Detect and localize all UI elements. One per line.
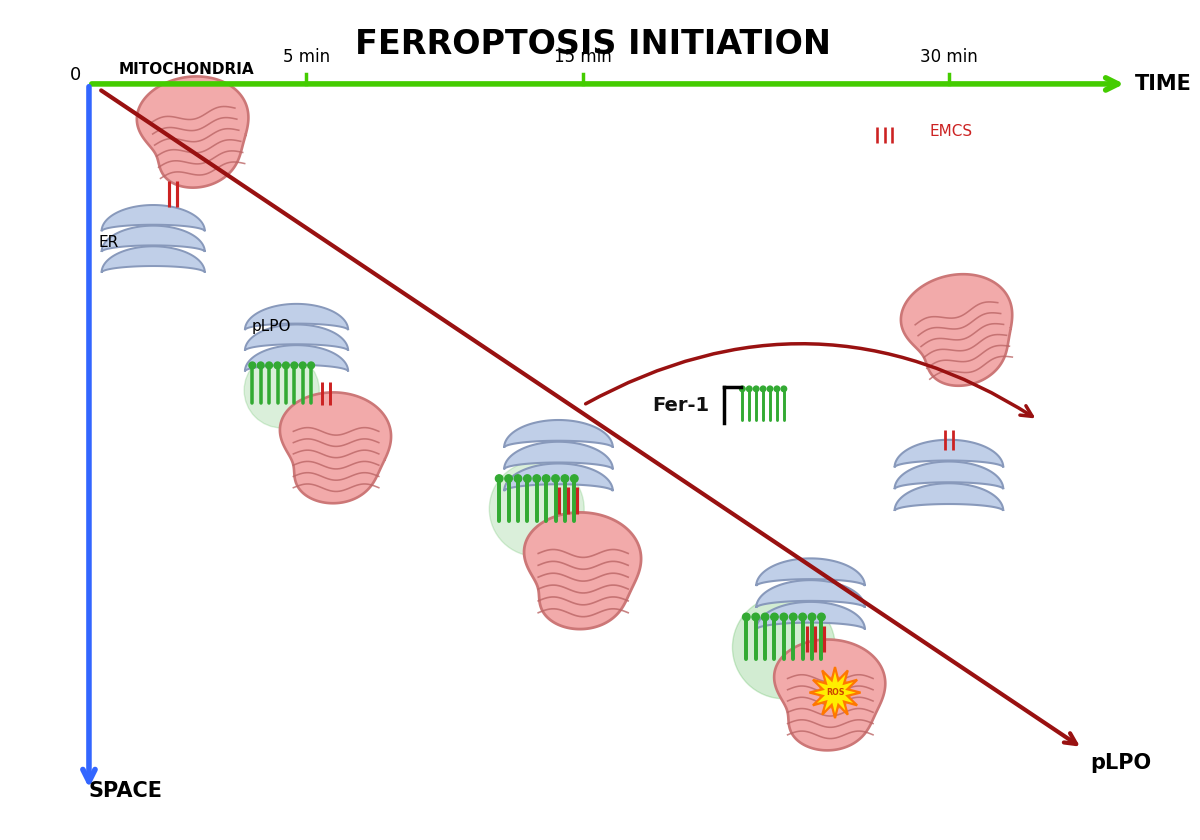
Polygon shape (504, 442, 613, 470)
Polygon shape (756, 580, 865, 608)
Text: ROS: ROS (826, 688, 845, 697)
Circle shape (754, 386, 758, 391)
Circle shape (523, 475, 532, 482)
Polygon shape (810, 667, 860, 718)
Circle shape (820, 676, 851, 708)
Circle shape (809, 613, 816, 621)
Text: pLPO: pLPO (1091, 753, 1152, 773)
Circle shape (752, 613, 760, 621)
Circle shape (299, 362, 306, 369)
Polygon shape (245, 304, 348, 330)
Circle shape (570, 475, 578, 482)
Text: FERROPTOSIS INITIATION: FERROPTOSIS INITIATION (355, 28, 832, 60)
Text: EMCS: EMCS (929, 123, 972, 139)
Polygon shape (894, 461, 1003, 489)
Circle shape (781, 386, 787, 391)
Circle shape (282, 362, 289, 369)
Polygon shape (245, 324, 348, 351)
Text: 30 min: 30 min (920, 48, 978, 66)
Polygon shape (102, 226, 205, 252)
Circle shape (533, 475, 540, 482)
Circle shape (774, 386, 780, 391)
Text: MITOCHONDRIA: MITOCHONDRIA (119, 62, 254, 77)
Circle shape (257, 362, 264, 369)
Text: TIME: TIME (1135, 74, 1192, 94)
Polygon shape (756, 602, 865, 629)
Text: 0: 0 (70, 66, 82, 84)
Polygon shape (901, 274, 1013, 386)
Polygon shape (894, 440, 1003, 467)
Text: pLPO: pLPO (252, 319, 292, 334)
Polygon shape (524, 512, 641, 629)
Polygon shape (280, 392, 391, 503)
Circle shape (817, 613, 826, 621)
Circle shape (290, 362, 298, 369)
Circle shape (505, 475, 512, 482)
Text: SPACE: SPACE (89, 780, 163, 801)
Circle shape (767, 386, 773, 391)
Circle shape (307, 362, 314, 369)
Circle shape (515, 475, 522, 482)
Circle shape (739, 386, 745, 391)
Circle shape (780, 613, 787, 621)
Circle shape (265, 362, 272, 369)
Circle shape (542, 475, 550, 482)
Circle shape (746, 386, 752, 391)
Polygon shape (102, 246, 205, 273)
Circle shape (732, 596, 835, 699)
Circle shape (248, 362, 256, 369)
Polygon shape (102, 205, 205, 231)
Circle shape (761, 386, 766, 391)
Text: ER: ER (98, 235, 119, 250)
Polygon shape (504, 420, 613, 448)
FancyArrowPatch shape (586, 344, 1032, 417)
Text: 5 min: 5 min (283, 48, 330, 66)
Polygon shape (756, 559, 865, 586)
Circle shape (761, 613, 769, 621)
Polygon shape (774, 639, 886, 750)
Text: 15 min: 15 min (554, 48, 612, 66)
Circle shape (496, 475, 503, 482)
Circle shape (799, 613, 806, 621)
Circle shape (244, 353, 319, 428)
Circle shape (552, 475, 559, 482)
Polygon shape (137, 76, 248, 187)
Circle shape (770, 613, 779, 621)
Polygon shape (894, 483, 1003, 511)
Circle shape (743, 613, 750, 621)
Circle shape (790, 613, 797, 621)
Text: Fer-1: Fer-1 (653, 396, 709, 415)
Circle shape (562, 475, 569, 482)
Circle shape (490, 461, 584, 556)
Polygon shape (504, 464, 613, 491)
Polygon shape (245, 345, 348, 371)
Circle shape (274, 362, 281, 369)
